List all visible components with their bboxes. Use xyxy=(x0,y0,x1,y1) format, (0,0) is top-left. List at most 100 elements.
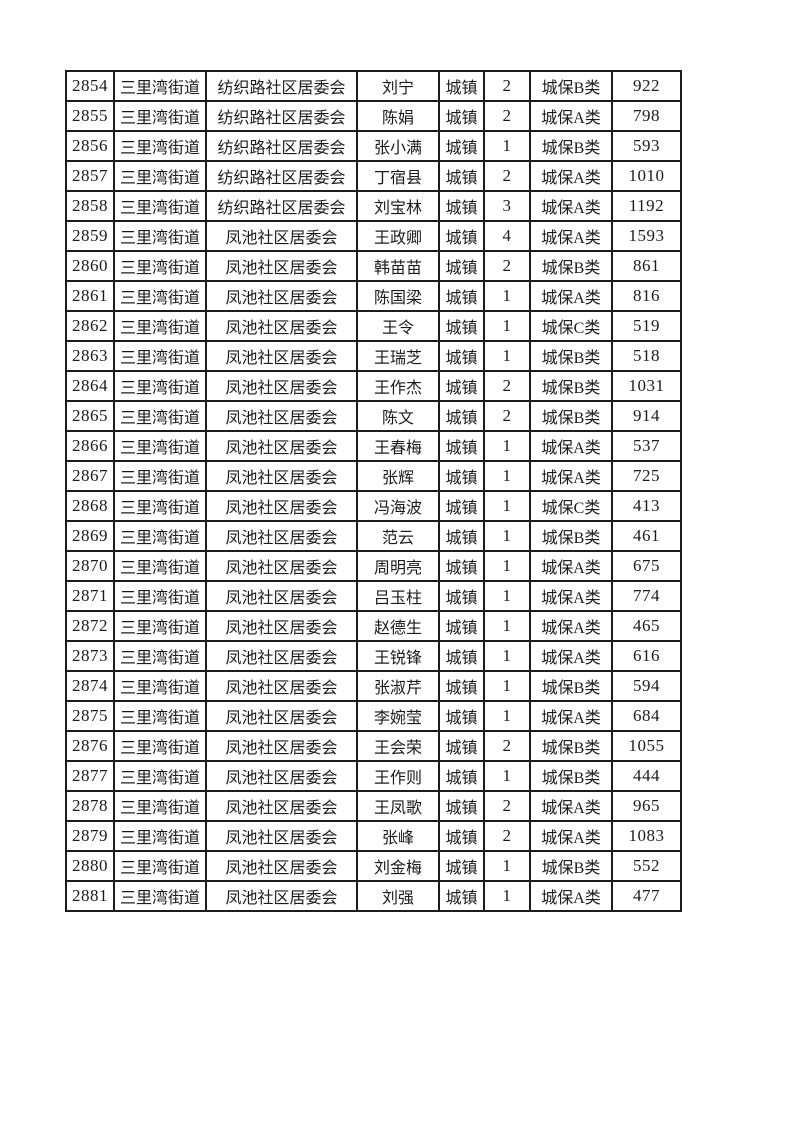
cell-community: 纺织路社区居委会 xyxy=(205,190,358,222)
cell-household-size: 1 xyxy=(483,460,531,492)
cell-street: 三里湾街道 xyxy=(113,730,207,762)
cell-household-size: 1 xyxy=(483,850,531,882)
cell-amount: 594 xyxy=(611,670,682,702)
cell-household-size: 1 xyxy=(483,550,531,582)
cell-residence-type: 城镇 xyxy=(438,370,485,402)
cell-residence-type: 城镇 xyxy=(438,190,485,222)
cell-community: 凤池社区居委会 xyxy=(205,490,358,522)
table-row: 2876 三里湾街道 凤池社区居委会 王会荣 城镇 2 城保B类 1055 xyxy=(65,730,682,762)
cell-household-size: 3 xyxy=(483,190,531,222)
roster-table-body: 2854 三里湾街道 纺织路社区居委会 刘宁 城镇 2 城保B类 922 2855 三里湾街道 纺织… xyxy=(65,70,682,912)
cell-residence-type: 城镇 xyxy=(438,340,485,372)
cell-household-size: 2 xyxy=(483,100,531,132)
cell-serial-number: 2868 xyxy=(65,490,115,522)
cell-community: 凤池社区居委会 xyxy=(205,340,358,372)
cell-person-name: 刘金梅 xyxy=(356,850,440,882)
cell-residence-type: 城镇 xyxy=(438,160,485,192)
cell-serial-number: 2862 xyxy=(65,310,115,342)
cell-assistance-category: 城保B类 xyxy=(529,400,613,432)
cell-street: 三里湾街道 xyxy=(113,880,207,912)
cell-street: 三里湾街道 xyxy=(113,280,207,312)
cell-amount: 1010 xyxy=(611,160,682,192)
cell-person-name: 范云 xyxy=(356,520,440,552)
cell-assistance-category: 城保B类 xyxy=(529,670,613,702)
cell-person-name: 丁宿县 xyxy=(356,160,440,192)
cell-amount: 725 xyxy=(611,460,682,492)
cell-serial-number: 2871 xyxy=(65,580,115,612)
cell-community: 凤池社区居委会 xyxy=(205,820,358,852)
cell-community: 纺织路社区居委会 xyxy=(205,70,358,102)
cell-amount: 1055 xyxy=(611,730,682,762)
cell-assistance-category: 城保A类 xyxy=(529,220,613,252)
cell-assistance-category: 城保B类 xyxy=(529,250,613,282)
cell-person-name: 王令 xyxy=(356,310,440,342)
cell-residence-type: 城镇 xyxy=(438,70,485,102)
cell-amount: 537 xyxy=(611,430,682,462)
cell-assistance-category: 城保B类 xyxy=(529,850,613,882)
cell-assistance-category: 城保A类 xyxy=(529,880,613,912)
cell-community: 纺织路社区居委会 xyxy=(205,100,358,132)
cell-street: 三里湾街道 xyxy=(113,610,207,642)
table-row: 2862 三里湾街道 凤池社区居委会 王令 城镇 1 城保C类 519 xyxy=(65,310,682,342)
cell-street: 三里湾街道 xyxy=(113,790,207,822)
cell-household-size: 1 xyxy=(483,640,531,672)
cell-community: 凤池社区居委会 xyxy=(205,850,358,882)
cell-person-name: 王政卿 xyxy=(356,220,440,252)
cell-person-name: 吕玉柱 xyxy=(356,580,440,612)
table-row: 2864 三里湾街道 凤池社区居委会 王作杰 城镇 2 城保B类 1031 xyxy=(65,370,682,402)
cell-street: 三里湾街道 xyxy=(113,310,207,342)
cell-street: 三里湾街道 xyxy=(113,640,207,672)
table-row: 2867 三里湾街道 凤池社区居委会 张辉 城镇 1 城保A类 725 xyxy=(65,460,682,492)
cell-residence-type: 城镇 xyxy=(438,760,485,792)
cell-household-size: 1 xyxy=(483,340,531,372)
cell-street: 三里湾街道 xyxy=(113,250,207,282)
cell-person-name: 冯海波 xyxy=(356,490,440,522)
cell-serial-number: 2867 xyxy=(65,460,115,492)
cell-person-name: 陈国梁 xyxy=(356,280,440,312)
cell-amount: 816 xyxy=(611,280,682,312)
cell-household-size: 2 xyxy=(483,730,531,762)
table-row: 2855 三里湾街道 纺织路社区居委会 陈娟 城镇 2 城保A类 798 xyxy=(65,100,682,132)
cell-street: 三里湾街道 xyxy=(113,160,207,192)
cell-community: 凤池社区居委会 xyxy=(205,670,358,702)
cell-community: 凤池社区居委会 xyxy=(205,250,358,282)
cell-street: 三里湾街道 xyxy=(113,580,207,612)
cell-street: 三里湾街道 xyxy=(113,70,207,102)
cell-household-size: 2 xyxy=(483,70,531,102)
cell-serial-number: 2873 xyxy=(65,640,115,672)
cell-street: 三里湾街道 xyxy=(113,820,207,852)
cell-amount: 519 xyxy=(611,310,682,342)
cell-residence-type: 城镇 xyxy=(438,730,485,762)
cell-person-name: 张峰 xyxy=(356,820,440,852)
cell-amount: 1031 xyxy=(611,370,682,402)
cell-person-name: 王凤歌 xyxy=(356,790,440,822)
cell-assistance-category: 城保B类 xyxy=(529,370,613,402)
cell-person-name: 王会荣 xyxy=(356,730,440,762)
table-row: 2877 三里湾街道 凤池社区居委会 王作则 城镇 1 城保B类 444 xyxy=(65,760,682,792)
cell-household-size: 2 xyxy=(483,790,531,822)
cell-serial-number: 2861 xyxy=(65,280,115,312)
cell-community: 凤池社区居委会 xyxy=(205,280,358,312)
cell-household-size: 2 xyxy=(483,370,531,402)
cell-street: 三里湾街道 xyxy=(113,220,207,252)
cell-person-name: 王瑞芝 xyxy=(356,340,440,372)
cell-community: 凤池社区居委会 xyxy=(205,430,358,462)
cell-person-name: 张淑芹 xyxy=(356,670,440,702)
cell-residence-type: 城镇 xyxy=(438,220,485,252)
table-row: 2870 三里湾街道 凤池社区居委会 周明亮 城镇 1 城保A类 675 xyxy=(65,550,682,582)
table-row: 2860 三里湾街道 凤池社区居委会 韩苗苗 城镇 2 城保B类 861 xyxy=(65,250,682,282)
cell-amount: 444 xyxy=(611,760,682,792)
cell-serial-number: 2856 xyxy=(65,130,115,162)
cell-amount: 1593 xyxy=(611,220,682,252)
cell-household-size: 2 xyxy=(483,250,531,282)
cell-household-size: 1 xyxy=(483,760,531,792)
cell-residence-type: 城镇 xyxy=(438,880,485,912)
cell-household-size: 1 xyxy=(483,430,531,462)
cell-household-size: 1 xyxy=(483,520,531,552)
cell-amount: 552 xyxy=(611,850,682,882)
cell-serial-number: 2881 xyxy=(65,880,115,912)
cell-assistance-category: 城保A类 xyxy=(529,790,613,822)
cell-household-size: 1 xyxy=(483,580,531,612)
cell-residence-type: 城镇 xyxy=(438,400,485,432)
cell-household-size: 2 xyxy=(483,400,531,432)
